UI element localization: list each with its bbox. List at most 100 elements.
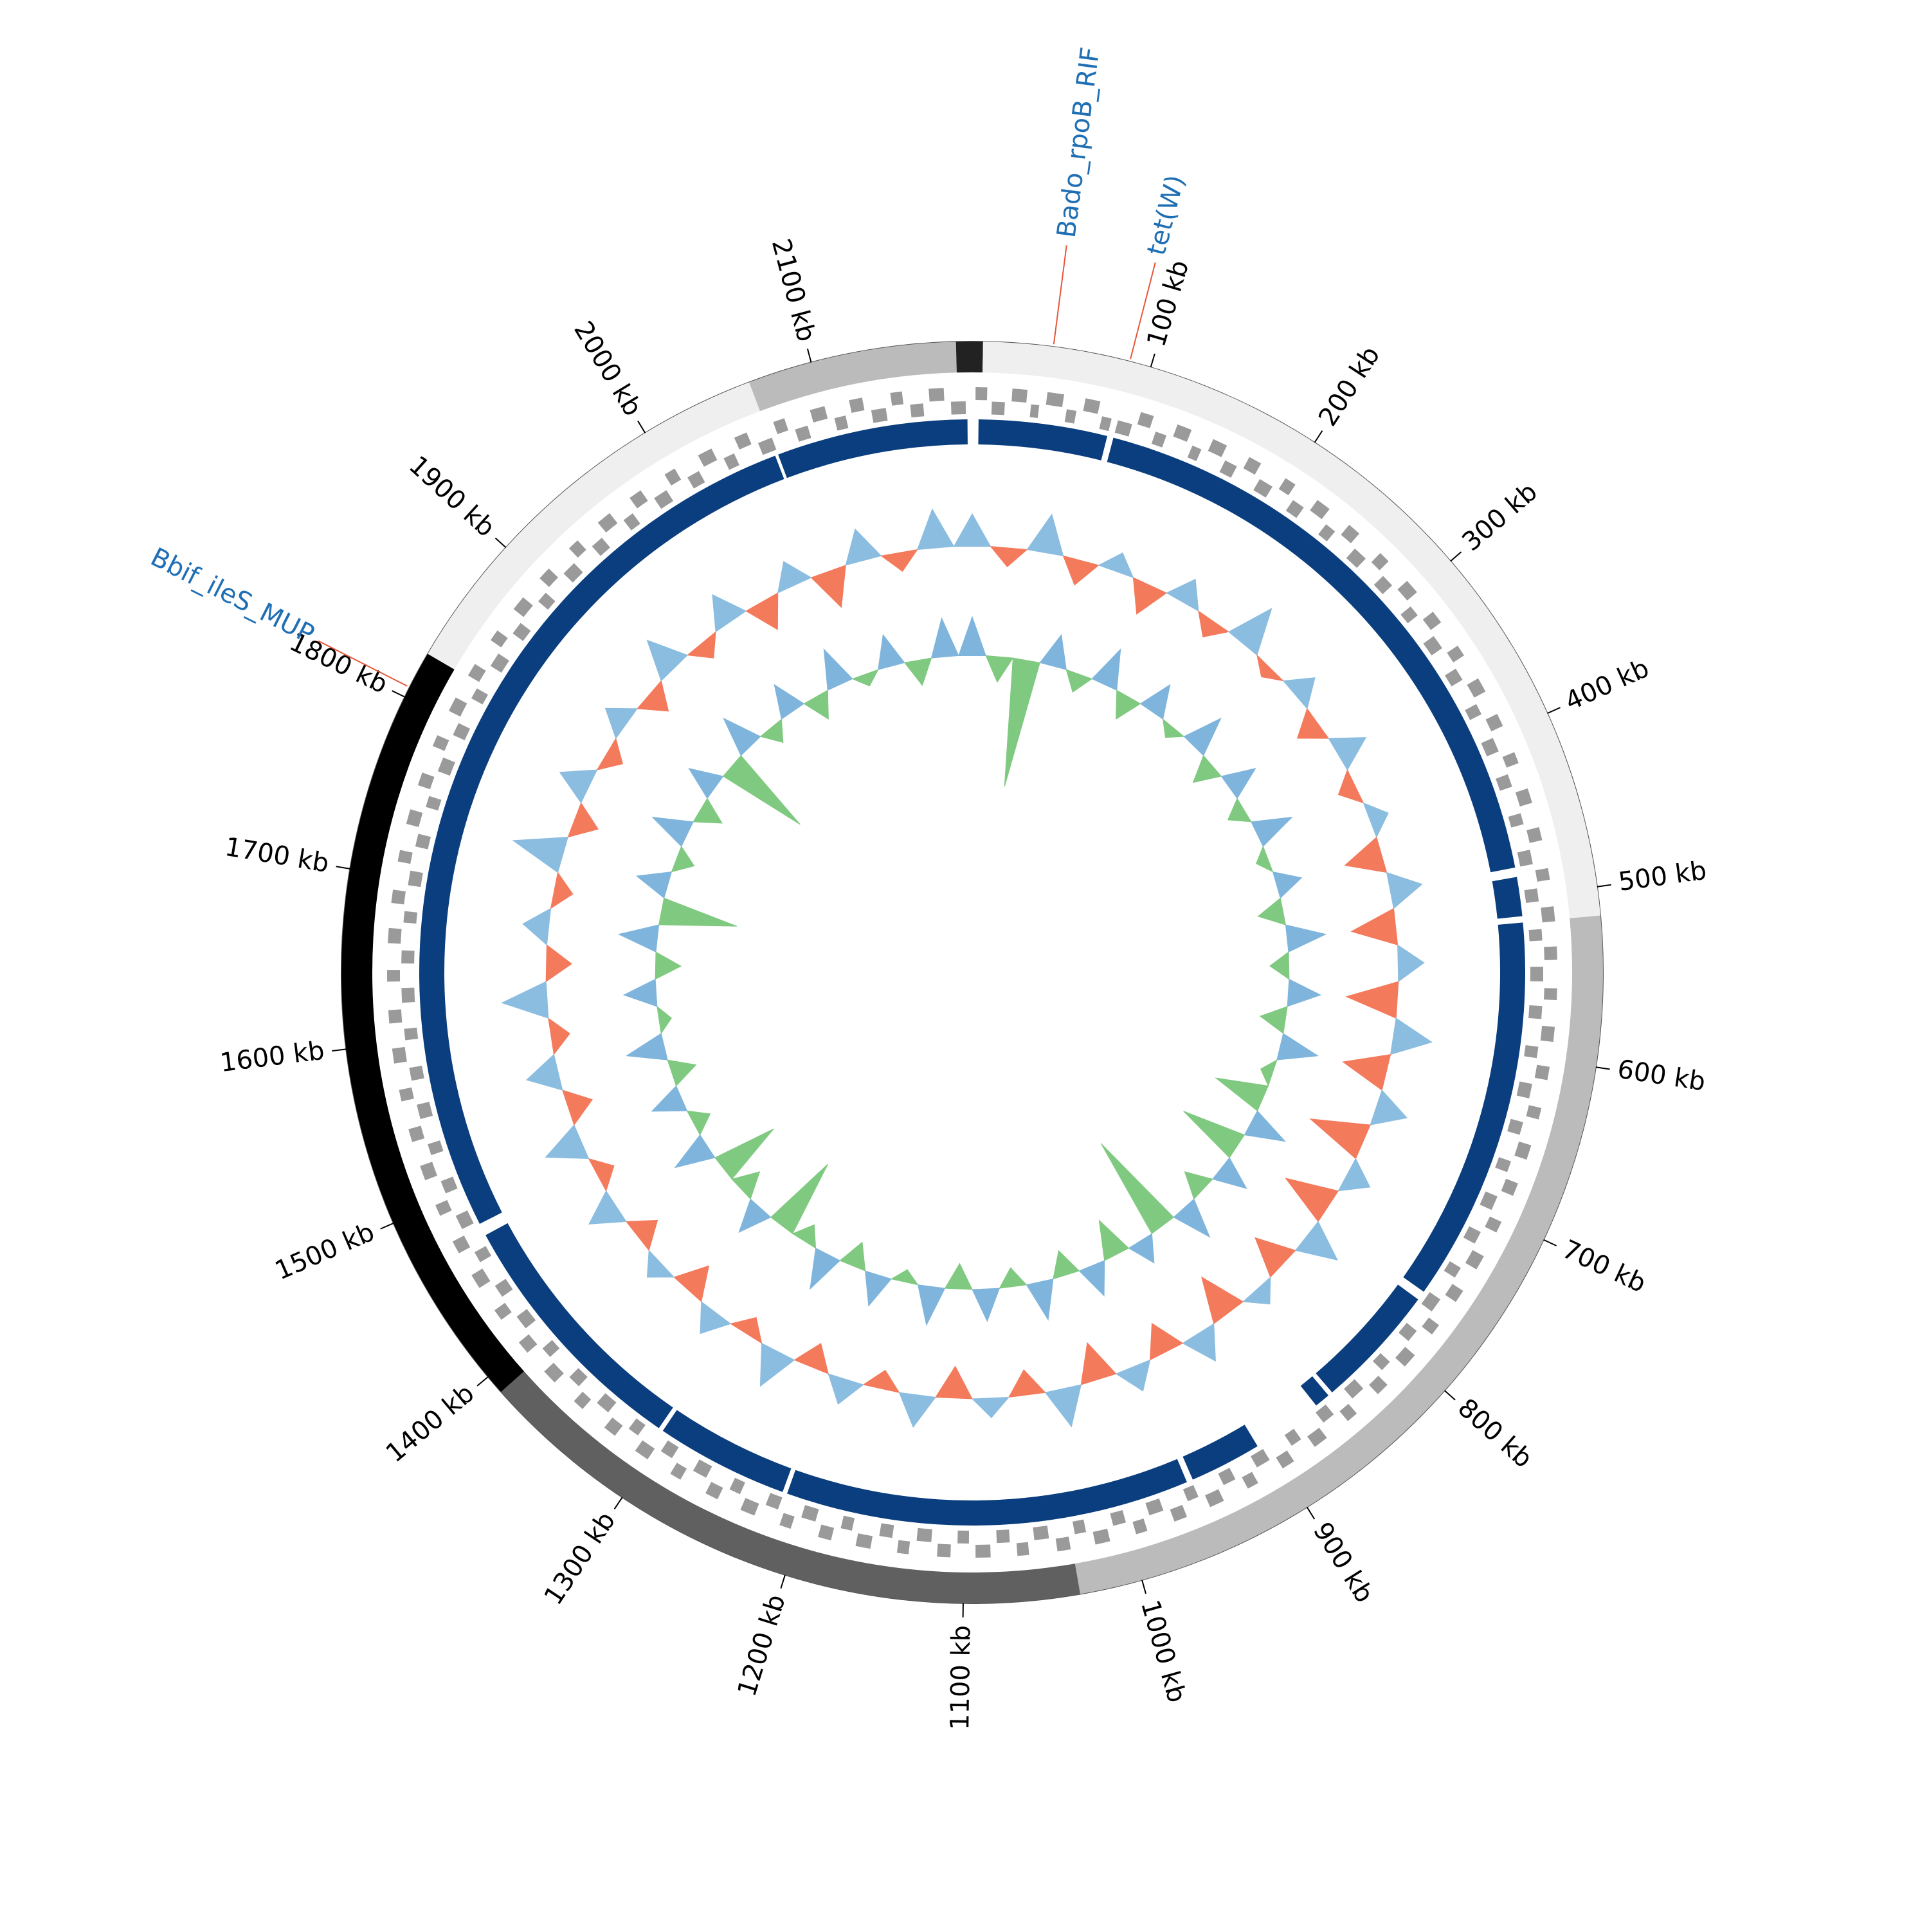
gene (538, 593, 556, 610)
gc-skew-spike (771, 1164, 828, 1234)
gene (1033, 1526, 1049, 1540)
gene (705, 1482, 723, 1499)
gene (1173, 424, 1191, 442)
tick-mark (1544, 1240, 1557, 1246)
gene (1242, 1472, 1258, 1488)
gc-skew-spike (1092, 649, 1120, 690)
gene (1279, 478, 1296, 496)
gene (408, 871, 422, 888)
gene (1530, 967, 1543, 981)
gene (1447, 646, 1464, 662)
gc-skew-spike (653, 817, 694, 846)
gene (491, 653, 509, 673)
gene (388, 1009, 403, 1023)
gene (1073, 1520, 1086, 1535)
gc-content-spike (637, 681, 668, 711)
gc-content-spike (864, 1370, 900, 1392)
gene (1188, 446, 1202, 461)
gc-skew-spike (1285, 925, 1325, 952)
gc-skew-spike (1101, 1144, 1173, 1234)
gene (598, 513, 618, 533)
gc-skew-spike (1040, 635, 1066, 670)
gc-content-spike (1338, 770, 1363, 803)
gc-skew-spike (1184, 718, 1220, 756)
gene (1517, 1081, 1532, 1098)
gene (1344, 1379, 1363, 1398)
gene (1208, 439, 1227, 457)
gene (1496, 774, 1512, 791)
gc-content-spike (1243, 1277, 1270, 1304)
gene (629, 490, 648, 508)
gene (1152, 432, 1166, 448)
gc-content-spike (560, 770, 597, 803)
gc-skew-spike (732, 1172, 759, 1199)
gc-content-spike (936, 1366, 972, 1399)
gc-content-spike (794, 1344, 828, 1374)
tick-mark (1315, 431, 1323, 442)
gc-skew-spike (655, 952, 681, 979)
gene (779, 1513, 795, 1529)
tick-label: 1400 kb (381, 1378, 480, 1468)
alignment-block (663, 1410, 792, 1491)
gc-content-spike (546, 1125, 589, 1158)
gc-content-spike (1182, 1324, 1215, 1361)
gc-content-spike (1229, 608, 1272, 655)
gene (1372, 553, 1389, 570)
gene (433, 735, 449, 751)
gene (1528, 929, 1542, 942)
gene (453, 723, 470, 740)
gene (937, 1544, 951, 1557)
gc-content-spike (1352, 909, 1398, 945)
gene (1445, 1284, 1463, 1302)
gene (773, 418, 788, 434)
gene (392, 1047, 407, 1064)
tick-mark (336, 866, 350, 869)
gc-content-spike (1166, 579, 1199, 611)
gene (401, 988, 415, 1003)
gene (871, 408, 888, 423)
gene (471, 1268, 490, 1288)
tick-label: 2000 kb (568, 316, 648, 421)
gene (661, 1441, 679, 1459)
gene (398, 850, 413, 864)
gene (1056, 1536, 1071, 1551)
gc-skew-spike (1066, 670, 1092, 692)
gc-skew-spike (1287, 980, 1321, 1007)
gc-content-spike (700, 1302, 730, 1334)
tick-label: 600 kb (1615, 1055, 1707, 1097)
gene (543, 1340, 560, 1356)
tick-label: 1700 kb (222, 832, 331, 879)
gc-content-spike (1199, 611, 1229, 637)
gc-content-spike (1027, 515, 1063, 556)
tick-mark (477, 1377, 488, 1386)
gc-skew-spike (1184, 1172, 1212, 1199)
gene (597, 1393, 616, 1412)
gene (693, 1459, 712, 1477)
gc-skew-spike (619, 925, 658, 952)
gc-content-spike (918, 509, 954, 550)
gc-skew-spike (793, 1225, 816, 1248)
tick-label: 1900 kb (403, 450, 501, 543)
gene (1507, 1119, 1523, 1135)
tick-mark (781, 1575, 785, 1589)
annotation-label: Bado_rpoB_RIF (1052, 46, 1106, 240)
gene (403, 911, 417, 924)
tick-mark (332, 1049, 346, 1051)
gene (1544, 988, 1557, 1000)
gene (438, 758, 455, 776)
gene (879, 1523, 894, 1538)
gene (835, 415, 849, 431)
tick-label: 200 kb (1313, 341, 1386, 432)
gene (992, 402, 1005, 415)
gc-skew-spike (1004, 658, 1040, 787)
gc-content-spike (1009, 1370, 1046, 1398)
gc-skew-spike (891, 1270, 918, 1285)
gene (795, 426, 811, 442)
gc-content-spike (1345, 837, 1387, 873)
gene (1132, 1518, 1147, 1534)
gc-content-spike (1255, 1237, 1296, 1277)
gene (758, 437, 776, 455)
gene (1346, 549, 1366, 568)
gene (1526, 1105, 1541, 1119)
